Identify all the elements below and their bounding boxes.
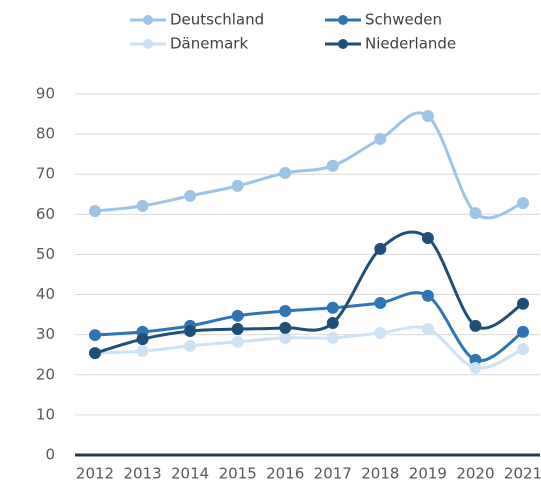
data-point bbox=[421, 289, 434, 302]
legend: Deutschland Schweden Dänemark Niederlande bbox=[130, 11, 456, 53]
legend-marker bbox=[338, 39, 348, 49]
x-tick-label: 2020 bbox=[456, 465, 494, 483]
x-tick-label: 2013 bbox=[123, 465, 161, 483]
y-tick-label: 70 bbox=[36, 165, 55, 183]
legend-marker bbox=[338, 15, 348, 25]
series-line bbox=[94, 325, 524, 370]
data-point bbox=[231, 323, 244, 336]
data-point bbox=[374, 327, 387, 340]
series-line bbox=[94, 230, 524, 355]
data-point bbox=[136, 345, 149, 358]
data-point bbox=[517, 325, 529, 338]
y-tick-label: 90 bbox=[36, 85, 55, 103]
data-point bbox=[517, 197, 529, 210]
data-point bbox=[279, 321, 292, 334]
data-point bbox=[89, 329, 101, 342]
x-tick-label: 2015 bbox=[219, 465, 257, 483]
legend-marker bbox=[143, 15, 153, 25]
data-point bbox=[326, 301, 339, 314]
data-point bbox=[279, 331, 292, 344]
data-point bbox=[517, 343, 529, 356]
y-tick-label: 10 bbox=[36, 405, 55, 423]
data-point bbox=[136, 333, 149, 346]
data-point bbox=[89, 347, 101, 360]
data-point bbox=[184, 325, 197, 338]
data-point bbox=[421, 110, 434, 123]
x-tick-label: 2014 bbox=[171, 465, 209, 483]
data-point bbox=[421, 323, 434, 336]
data-point bbox=[279, 167, 292, 180]
series-line bbox=[94, 291, 524, 363]
x-tick-label: 2016 bbox=[266, 465, 304, 483]
legend-label: Niederlande bbox=[365, 35, 456, 53]
x-tick-label: 2019 bbox=[409, 465, 447, 483]
y-tick-label: 80 bbox=[36, 125, 55, 143]
x-tick-label: 2021 bbox=[504, 465, 541, 483]
data-point bbox=[231, 335, 244, 348]
y-tick-label: 0 bbox=[45, 446, 55, 464]
y-tick-label: 30 bbox=[36, 325, 55, 343]
data-point bbox=[231, 309, 244, 322]
y-tick-label: 40 bbox=[36, 285, 55, 303]
data-point bbox=[517, 297, 529, 310]
data-point bbox=[469, 319, 482, 332]
data-point bbox=[326, 317, 339, 330]
data-point bbox=[469, 361, 482, 374]
data-point bbox=[326, 159, 339, 172]
legend-label: Deutschland bbox=[170, 11, 264, 29]
x-tick-label: 2012 bbox=[76, 465, 114, 483]
legend-label: Schweden bbox=[365, 11, 442, 29]
data-point bbox=[136, 199, 149, 212]
legend-marker bbox=[143, 39, 153, 49]
data-point bbox=[89, 205, 101, 218]
data-point bbox=[374, 132, 387, 145]
data-point bbox=[326, 331, 339, 344]
y-tick-label: 20 bbox=[36, 365, 55, 383]
data-point bbox=[279, 305, 292, 318]
data-point bbox=[374, 242, 387, 255]
data-point bbox=[184, 189, 197, 202]
data-point bbox=[184, 339, 197, 352]
data-point bbox=[374, 296, 387, 309]
series-line bbox=[94, 111, 524, 220]
y-tick-label: 50 bbox=[36, 245, 55, 263]
legend-label: Dänemark bbox=[170, 35, 248, 53]
data-point bbox=[421, 231, 434, 244]
data-point bbox=[231, 179, 244, 192]
x-tick-label: 2017 bbox=[314, 465, 352, 483]
y-tick-label: 60 bbox=[36, 205, 55, 223]
x-tick-label: 2018 bbox=[361, 465, 399, 483]
data-point bbox=[469, 207, 482, 220]
